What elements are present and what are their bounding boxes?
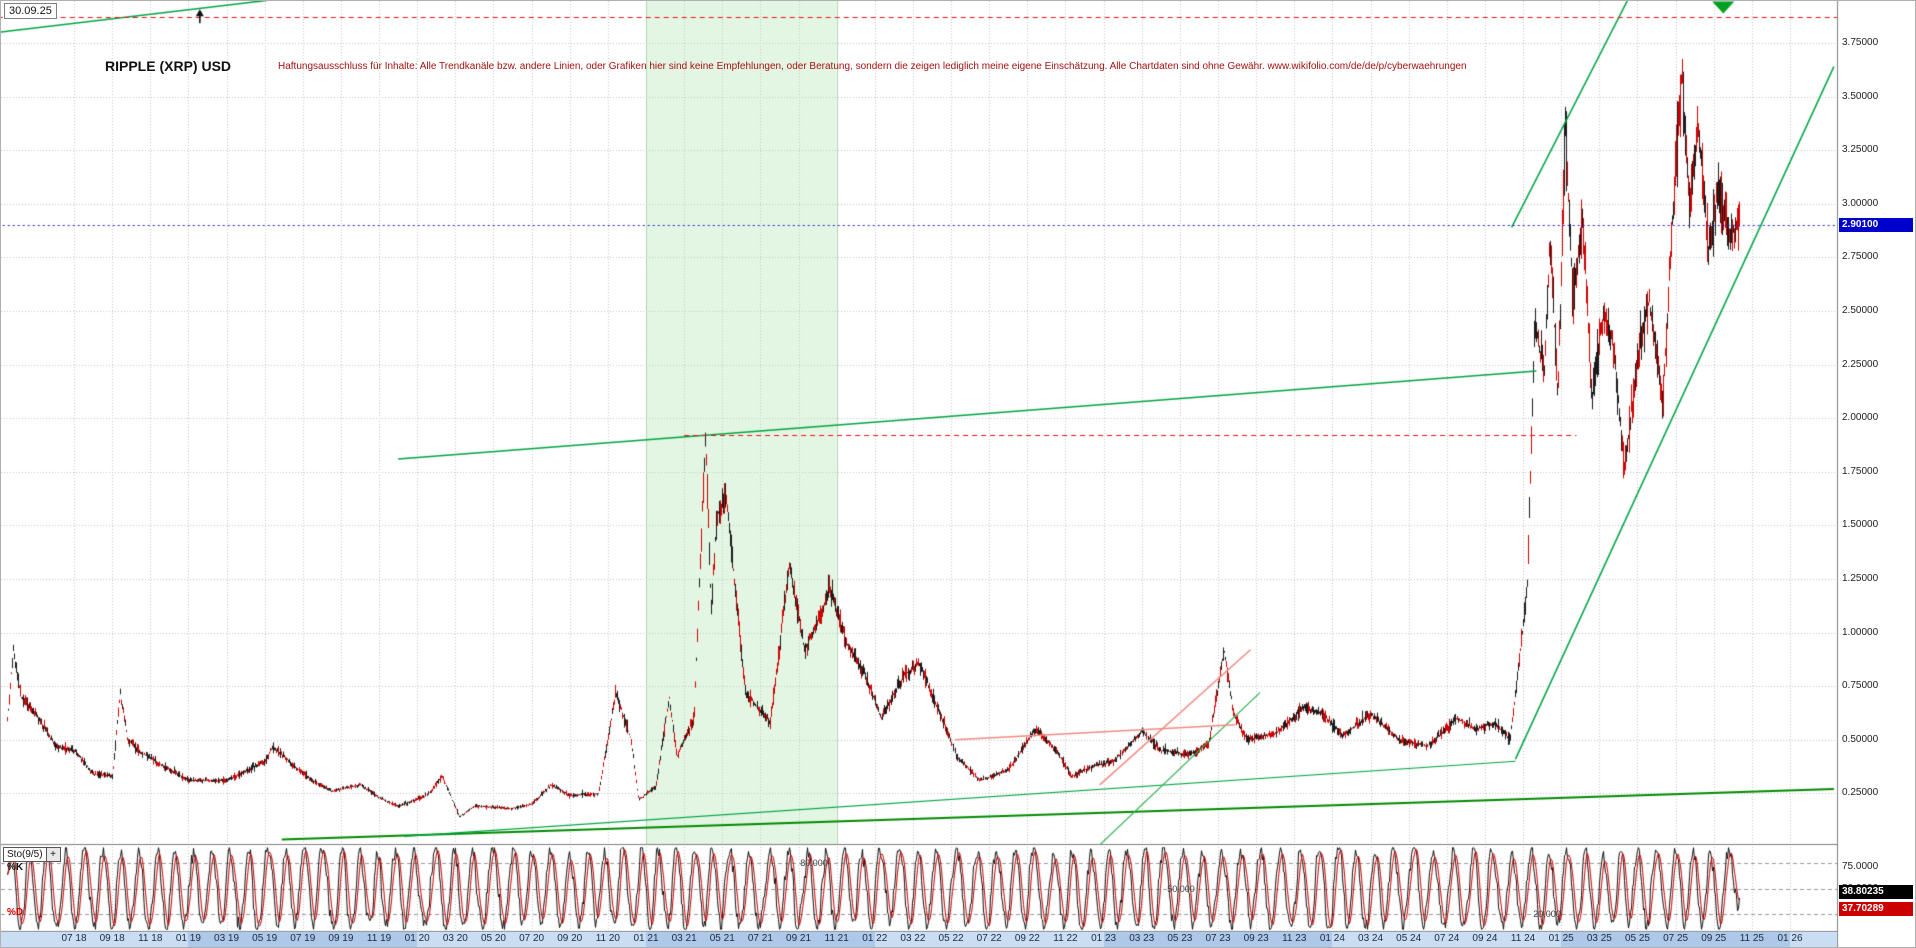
indicator-expand-button[interactable]: + bbox=[46, 847, 61, 862]
time-axis-label: 01 26 bbox=[1777, 933, 1803, 944]
time-axis-year-segment bbox=[1, 932, 189, 947]
time-axis-label: 07 19 bbox=[290, 933, 316, 944]
indicator-label[interactable]: Sto(9/5) bbox=[3, 847, 47, 862]
time-axis-year-segment bbox=[1561, 932, 1790, 947]
stochastic-k-value-tag: 38.80235 bbox=[1839, 885, 1913, 899]
time-axis-label: 03 24 bbox=[1358, 933, 1384, 944]
time-axis-year-segment bbox=[1332, 932, 1562, 947]
time-axis-label: 11 21 bbox=[824, 933, 849, 944]
time-axis-label: 05 23 bbox=[1167, 933, 1193, 944]
time-axis-label: 05 24 bbox=[1396, 933, 1422, 944]
indicator-legend: Sto(9/5) + bbox=[3, 847, 61, 862]
time-axis-label: 11 20 bbox=[595, 933, 620, 944]
time-axis-label: 03 19 bbox=[214, 933, 240, 944]
time-axis-label: 07 23 bbox=[1205, 933, 1231, 944]
time-axis-label: 07 25 bbox=[1663, 933, 1689, 944]
time-axis-label: 05 22 bbox=[938, 933, 964, 944]
stochastic-d-value-tag: 37.70289 bbox=[1839, 902, 1913, 916]
time-axis: 07 18 09 18 11 18 01 19 03 19 05 19 07 19 09 19… bbox=[1, 932, 1837, 947]
time-axis-label: 09 19 bbox=[328, 933, 354, 944]
time-axis-label: 07 21 bbox=[747, 933, 773, 944]
time-axis-label: 01 22 bbox=[862, 933, 888, 944]
time-axis-label: 05 19 bbox=[252, 933, 278, 944]
time-axis-label: 03 22 bbox=[900, 933, 926, 944]
disclaimer-text: Haftungsausschluss für Inhalte: Alle Tre… bbox=[278, 61, 1467, 72]
time-axis-label: 11 23 bbox=[1282, 933, 1307, 944]
time-axis-label: 01 25 bbox=[1548, 933, 1574, 944]
time-axis-label: 09 24 bbox=[1472, 933, 1498, 944]
time-axis-label: 09 25 bbox=[1701, 933, 1727, 944]
time-axis-year-segment bbox=[1103, 932, 1333, 947]
time-axis-year-segment bbox=[1790, 932, 1837, 947]
time-axis-label: 11 18 bbox=[138, 933, 163, 944]
time-axis-label: 03 23 bbox=[1129, 933, 1155, 944]
time-axis-label: 01 19 bbox=[175, 933, 201, 944]
time-axis-label: 05 20 bbox=[480, 933, 506, 944]
snapshot-date-label: 30.09.25 bbox=[4, 3, 57, 19]
time-axis-label: 11 25 bbox=[1739, 933, 1764, 944]
time-axis-label: 11 22 bbox=[1053, 933, 1078, 944]
time-axis-label: 09 21 bbox=[786, 933, 812, 944]
current-price-tag: 2.90100 bbox=[1839, 218, 1913, 233]
time-axis-label: 11 19 bbox=[366, 933, 392, 944]
time-axis-year-segment bbox=[188, 932, 418, 947]
time-axis-label: 07 22 bbox=[976, 933, 1002, 944]
time-axis-label: 01 21 bbox=[633, 933, 659, 944]
chart-title: RIPPLE (XRP) USD bbox=[105, 58, 232, 74]
time-axis-label: 09 18 bbox=[99, 933, 125, 944]
time-axis-label: 05 21 bbox=[709, 933, 735, 944]
time-axis-label: 09 23 bbox=[1243, 933, 1269, 944]
time-axis-label: 01 20 bbox=[404, 933, 430, 944]
time-axis-label: 07 24 bbox=[1434, 933, 1460, 944]
time-axis-label: 01 24 bbox=[1319, 933, 1345, 944]
stochastic-d-label: %D bbox=[7, 907, 24, 918]
time-axis-label: 03 25 bbox=[1586, 933, 1612, 944]
time-axis-label: 01 23 bbox=[1091, 933, 1117, 944]
time-axis-label: 05 25 bbox=[1624, 933, 1650, 944]
time-axis-year-segment bbox=[417, 932, 646, 947]
time-axis-label: 07 18 bbox=[61, 933, 87, 944]
time-axis-label: 11 24 bbox=[1510, 933, 1536, 944]
time-axis-label: 09 20 bbox=[557, 933, 583, 944]
time-axis-label: 03 20 bbox=[442, 933, 468, 944]
time-axis-label: 09 22 bbox=[1014, 933, 1040, 944]
time-axis-label: 07 20 bbox=[519, 933, 545, 944]
time-axis-year-segment bbox=[874, 932, 1104, 947]
time-axis-year-segment bbox=[646, 932, 875, 947]
time-axis-label: 03 21 bbox=[671, 933, 697, 944]
stochastic-k-label: %K bbox=[7, 862, 24, 873]
